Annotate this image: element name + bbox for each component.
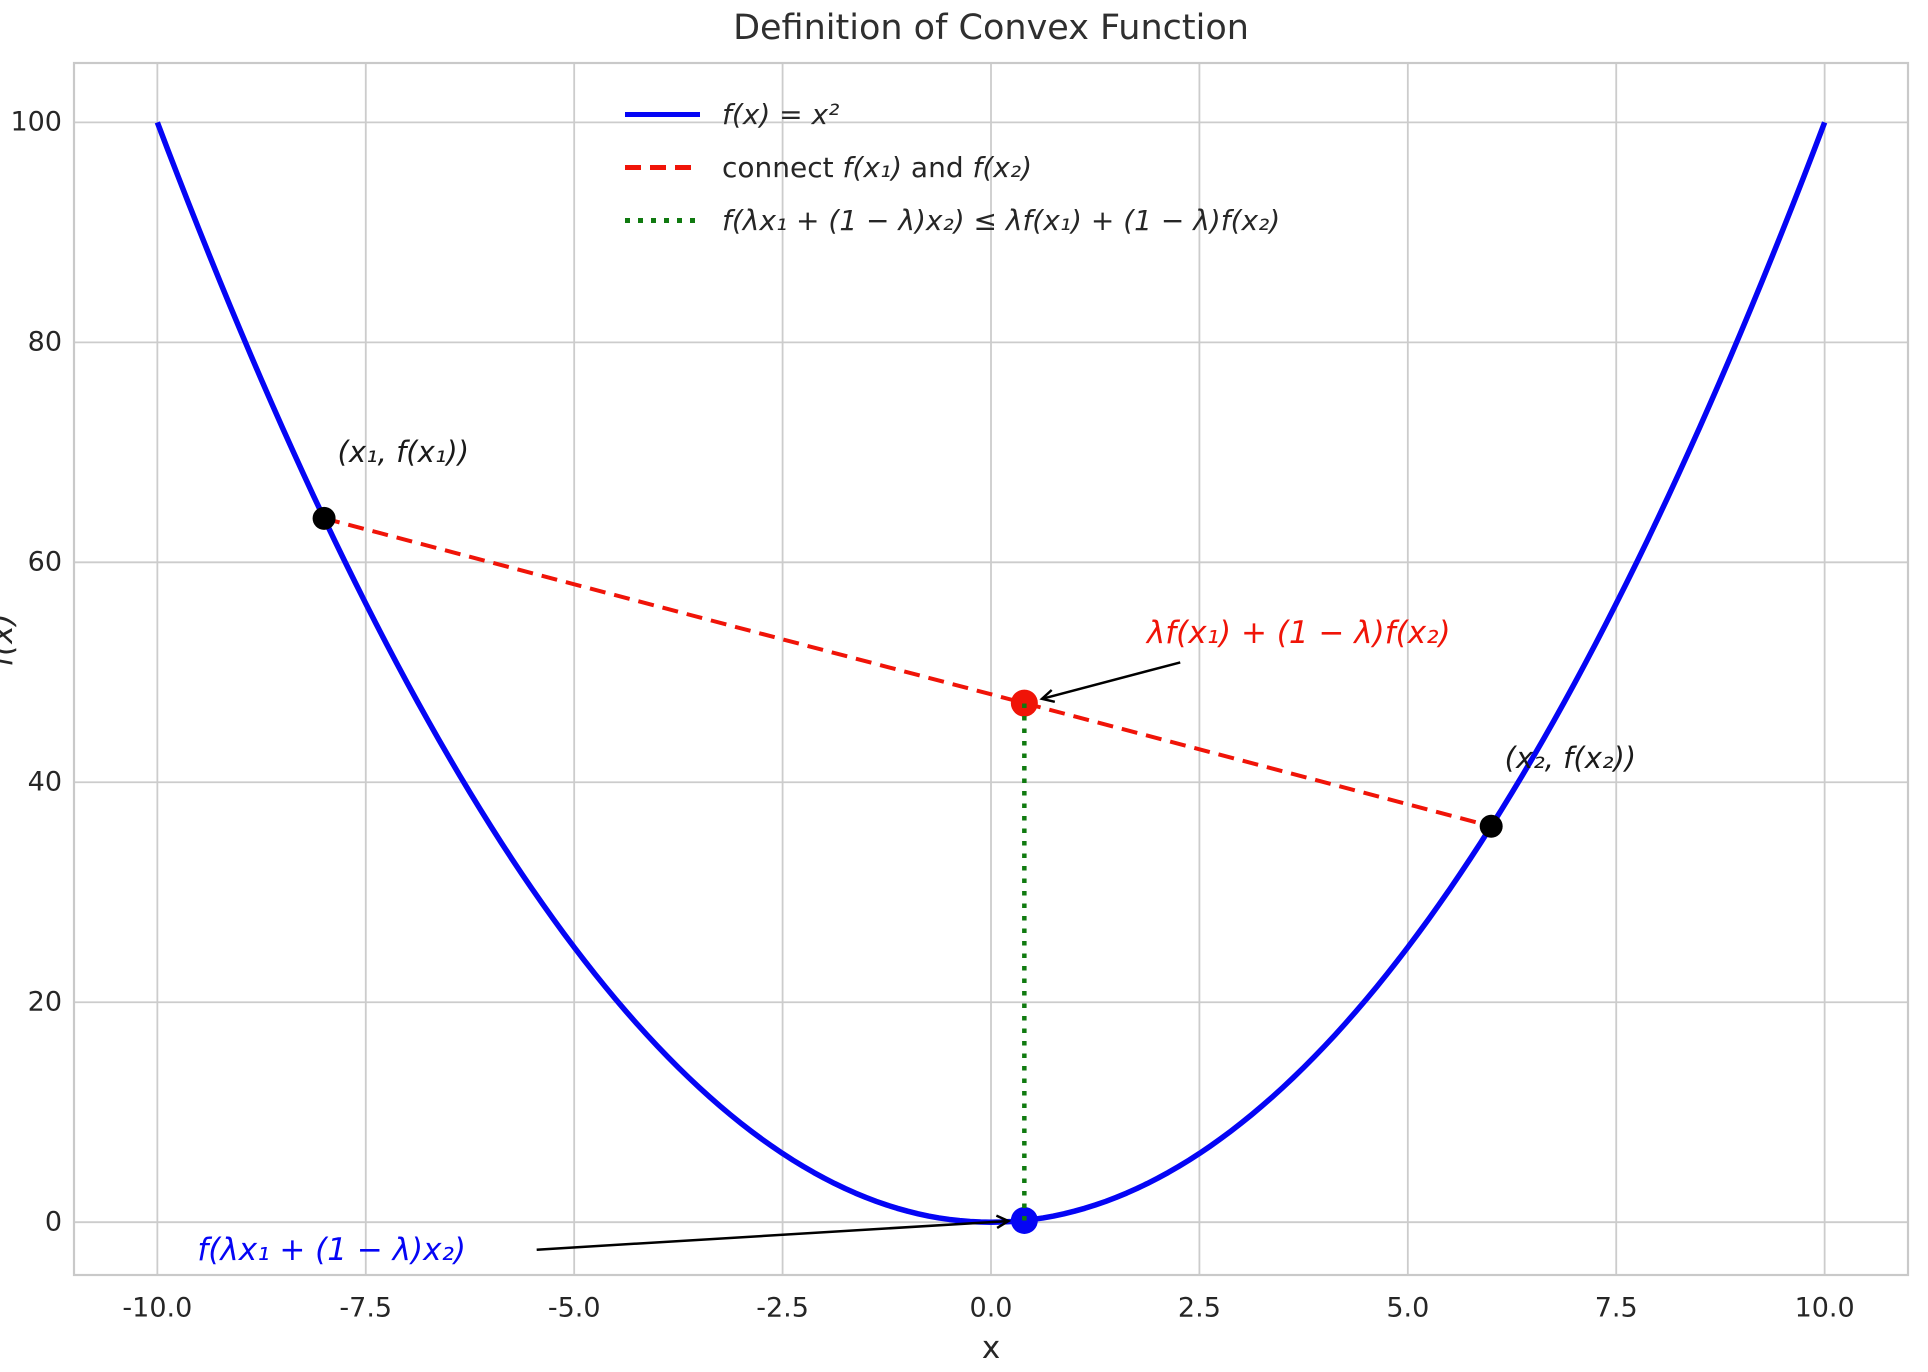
x-tick-label: 2.5 <box>1177 1292 1221 1324</box>
legend-label: f(λx₁ + (1 − λ)x₂) ≤ λf(x₁) + (1 − λ)f(x… <box>722 204 1280 237</box>
y-tick-label: 100 <box>10 106 62 138</box>
y-axis-label: f(x) <box>0 613 20 667</box>
arrow-to-function-point <box>536 1214 1012 1251</box>
y-tick-label: 60 <box>27 546 62 578</box>
chart-title: Definition of Convex Function <box>733 8 1249 48</box>
x-tick-label: -5.0 <box>547 1292 601 1324</box>
legend-entry-chord-line: connect f(x₁) and f(x₂) <box>625 150 1032 184</box>
y-tick-label: 20 <box>27 986 62 1018</box>
y-tick-label: 80 <box>27 326 62 358</box>
arrow-to-chord-point <box>1039 661 1181 704</box>
text-segment: f(x₁) <box>842 150 903 184</box>
legend-entry-convex-curve: f(x) = x² <box>625 97 839 131</box>
x-tick-label: 10.0 <box>1794 1292 1855 1324</box>
text-segment: λf(x₁) + (1 − λ)f(x₂) <box>1146 614 1451 651</box>
text-segment: f(x) = x² <box>722 97 840 131</box>
x-axis-label: x <box>981 1330 1001 1366</box>
point-x2 <box>1479 814 1503 838</box>
text-segment: connect <box>722 150 843 184</box>
text-segment: (x₁, f(x₁)) <box>337 435 470 470</box>
legend-swatch-dashed <box>625 164 700 170</box>
point-chord-value <box>1010 689 1038 717</box>
text-segment: (x₂, f(x₂)) <box>1504 741 1637 776</box>
x-tick-label: 7.5 <box>1594 1292 1638 1324</box>
legend-swatch-dotted <box>625 217 700 223</box>
chord-line <box>323 516 1492 829</box>
y-tick-label: 0 <box>44 1206 62 1238</box>
text-segment: and <box>902 150 973 184</box>
legend-entry-convexity-gap-line: f(λx₁ + (1 − λ)x₂) ≤ λf(x₁) + (1 − λ)f(x… <box>625 203 1280 237</box>
legend-swatch-solid <box>625 111 700 117</box>
label-function-value: f(λx₁ + (1 − λ)x₂) <box>197 1232 466 1268</box>
point-x1 <box>312 506 336 530</box>
x-tick-label: 0.0 <box>969 1292 1013 1324</box>
x-tick-label: 5.0 <box>1386 1292 1430 1324</box>
text-segment: f(x₂) <box>972 150 1033 184</box>
legend-label: f(x) = x² <box>722 98 839 131</box>
x-tick-label: -7.5 <box>339 1292 393 1324</box>
text-segment: f(λx₁ + (1 − λ)x₂) ≤ λf(x₁) + (1 − λ)f(x… <box>722 203 1281 237</box>
x-tick-label: -2.5 <box>756 1292 809 1324</box>
label-point-x2: (x₂, f(x₂)) <box>1505 741 1636 775</box>
y-tick-label: 40 <box>27 766 62 798</box>
text-segment: f(λx₁ + (1 − λ)x₂) <box>197 1232 466 1269</box>
x-tick-label: -10.0 <box>122 1292 193 1324</box>
legend-label: connect f(x₁) and f(x₂) <box>722 151 1032 184</box>
label-point-x1: (x₁, f(x₁)) <box>338 435 469 469</box>
plot-border <box>72 61 1910 1277</box>
label-chord-value: λf(x₁) + (1 − λ)f(x₂) <box>1147 615 1451 651</box>
